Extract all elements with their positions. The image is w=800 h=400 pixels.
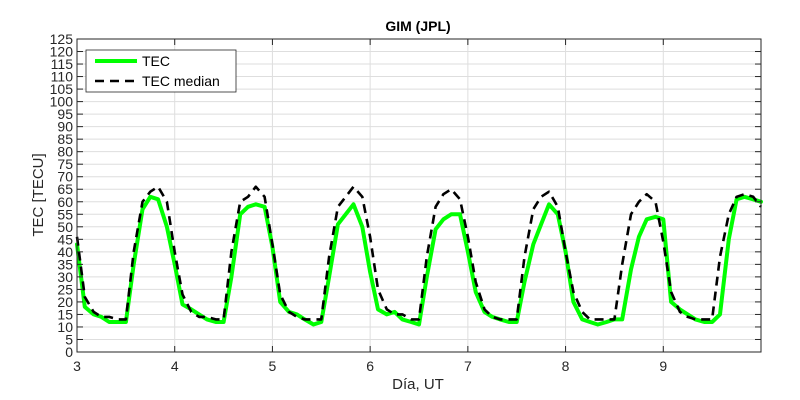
y-tick-label: 0 [65, 344, 73, 360]
legend-label-tec: TEC [142, 53, 170, 69]
x-tick-labels: 3 4 5 6 7 8 9 [73, 358, 667, 374]
chart-title: GIM (JPL) [385, 18, 450, 34]
y-tick-label: 25 [57, 281, 73, 297]
x-tick-label: 6 [366, 358, 374, 374]
y-tick-label: 20 [57, 294, 73, 310]
y-tick-label: 110 [51, 69, 74, 85]
y-tick-label: 90 [57, 119, 73, 135]
y-tick-label: 30 [57, 269, 73, 285]
y-tick-label: 120 [50, 44, 74, 60]
legend-box [85, 49, 237, 93]
y-tick-label: 65 [57, 181, 73, 197]
y-tick-label: 5 [65, 331, 73, 347]
y-tick-label: 10 [57, 319, 73, 335]
y-tick-label: 85 [57, 131, 73, 147]
y-tick-label: 15 [57, 306, 73, 322]
y-tick-label: 105 [50, 81, 74, 97]
x-tick-label: 9 [659, 358, 667, 374]
y-tick-label: 100 [50, 94, 74, 110]
y-tick-label: 40 [57, 244, 73, 260]
y-tick-label: 45 [57, 231, 73, 247]
x-axis-label: Día, UT [392, 376, 444, 393]
y-tick-label: 55 [57, 206, 73, 222]
y-tick-label: 80 [57, 144, 73, 160]
y-tick-label: 60 [57, 194, 73, 210]
x-tick-label: 8 [562, 358, 570, 374]
ticks [76, 38, 761, 353]
y-tick-label: 35 [57, 256, 73, 272]
y-tick-label: 50 [57, 219, 73, 235]
legend-label-tec-median: TEC median [142, 73, 220, 89]
x-tick-label: 4 [171, 358, 179, 374]
legend: TEC TEC median [85, 49, 237, 93]
y-tick-label: 95 [57, 106, 73, 122]
y-tick-label: 70 [57, 169, 73, 185]
x-tick-label: 3 [73, 358, 81, 374]
y-axis-label: TEC [TECU] [30, 153, 47, 236]
series-layer [75, 185, 763, 327]
x-tick-label: 7 [464, 358, 472, 374]
series-line-tec-median [75, 185, 763, 321]
y-tick-label: 115 [51, 56, 74, 72]
x-tick-label: 5 [269, 358, 277, 374]
y-tick-label: 125 [50, 31, 74, 47]
y-tick-label: 75 [57, 156, 73, 172]
plot-frame [76, 38, 762, 353]
y-tick-labels: 0510152025303540455055606570758085909510… [50, 31, 74, 360]
